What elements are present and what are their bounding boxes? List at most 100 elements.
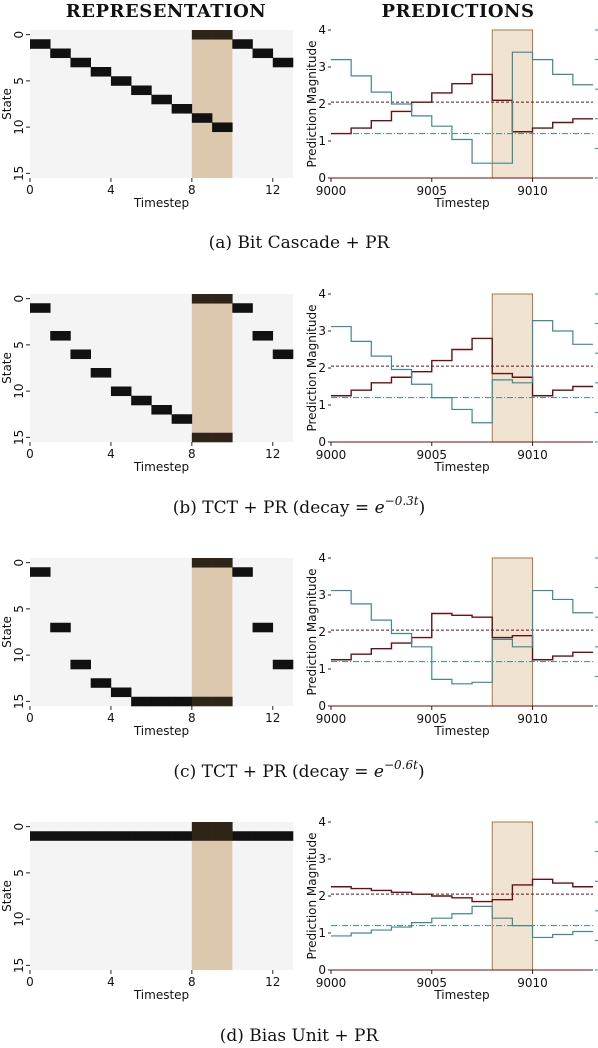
heatmap-xtick-label: 0 (26, 183, 34, 197)
heatmap-xtick-label: 4 (107, 447, 115, 461)
heatmap-active-cell (232, 831, 253, 841)
heatmap-band-cell (212, 822, 233, 832)
line-xtick-label: 9000 (316, 712, 347, 726)
heatmap-xtick-label: 12 (265, 711, 280, 725)
heatmap-xtick-label: 4 (107, 975, 115, 989)
heatmap-active-cell (110, 687, 132, 698)
left-ytick-label: 2 (318, 97, 326, 111)
prediction-series-line (331, 73, 593, 135)
left-ytick-label: 2 (318, 625, 326, 639)
line-xtick-label: 9005 (416, 448, 447, 462)
heatmap-ytick-label: 10 (12, 119, 26, 134)
heatmap-active-cell (151, 831, 172, 841)
row-a: 04812051015TimestepState0123402468109000… (0, 23, 598, 253)
heatmap-active-cell (50, 622, 71, 633)
heatmap-active-cell (272, 831, 294, 841)
heatmap-active-cell (272, 349, 294, 360)
heatmap-active-cell (191, 113, 213, 123)
row-c: 04812051015TimestepState0123402468109000… (0, 551, 598, 782)
heatmap-ytick-label: 10 (12, 911, 26, 926)
heatmap-active-cell (252, 622, 274, 633)
heatmap-highlight-band (191, 822, 233, 970)
line-xlabel: Timestep (433, 460, 489, 474)
row-d: 04812051015TimestepState0123402468109000… (0, 815, 598, 1046)
heatmap-active-cell (90, 67, 112, 77)
line-xlabel: Timestep (433, 988, 489, 1002)
error-series-line (331, 320, 593, 424)
heatmap-xtick-label: 12 (265, 447, 280, 461)
heatmap-d: 0 4 8 12 0 5 10 15 Timestep State (0, 822, 294, 1002)
heatmap-active-cell (151, 94, 172, 105)
caption-text: Bit Cascade + PR (237, 233, 390, 253)
heatmap-active-cell (30, 831, 51, 841)
caption-b: (b) TCT + PR (decay = e−0.3t) (173, 494, 426, 518)
caption-text: TCT + PR (decay = (202, 762, 374, 782)
heatmap-ytick-label: 0 (12, 295, 26, 303)
error-series-line (331, 905, 593, 939)
left-ytick-label: 2 (318, 361, 326, 375)
linechart-a: 012340246810900090059010TimestepPredicti… (305, 23, 598, 210)
heatmap-ytick-label: 5 (12, 77, 26, 85)
left-ytick-label: 0 (318, 435, 326, 449)
heatmap-xtick-label: 8 (188, 711, 196, 725)
heatmap-xlabel: Timestep (133, 196, 189, 210)
line-ylabel: Prediction Magnitude (305, 568, 319, 695)
heatmap-ytick-label: 15 (12, 166, 26, 181)
heatmap-band-cell (191, 822, 213, 832)
heatmap-active-cell (110, 386, 132, 397)
line-xtick-label: 9005 (416, 184, 447, 198)
heatmap-active-cell (232, 303, 253, 313)
heatmap-active-cell (70, 831, 91, 841)
heatmap-band-cell (212, 294, 233, 304)
error-series-line (331, 51, 593, 164)
caption-tag: (b) (173, 498, 203, 518)
heatmap-xtick-label: 12 (265, 183, 280, 197)
heatmap-active-cell (171, 831, 193, 841)
heatmap-background (30, 822, 293, 970)
header-representation: REPRESENTATION (66, 1, 266, 22)
heatmap-active-cell (171, 696, 193, 707)
heatmap-a: 0 4 8 12 0 5 10 15 Timestep State (0, 30, 294, 210)
caption-tag: (d) (220, 1026, 250, 1046)
heatmap-active-cell (252, 831, 274, 841)
heatmap-xtick-label: 8 (188, 447, 196, 461)
heatmap-ylabel: State (0, 616, 14, 648)
heatmap-active-cell (252, 48, 274, 59)
heatmap-band-cell (212, 30, 233, 40)
left-ytick-label: 0 (318, 963, 326, 977)
heatmap-active-cell (171, 104, 193, 114)
caption-d: (d) Bias Unit + PR (220, 1026, 380, 1046)
heatmap-ytick-label: 0 (12, 31, 26, 39)
heatmap-band-cell (212, 558, 233, 568)
caption-suffix: ) (418, 762, 425, 782)
heatmap-active-cell (272, 57, 294, 68)
line-ylabel: Prediction Magnitude (305, 832, 319, 959)
left-ytick-label: 4 (318, 815, 326, 829)
heatmap-xlabel: Timestep (133, 724, 189, 738)
heatmap-c: 0 4 8 12 0 5 10 15 Timestep State (0, 558, 294, 738)
left-ytick-label: 1 (318, 134, 326, 148)
line-xlabel: Timestep (433, 196, 489, 210)
heatmap-band-cell (191, 696, 213, 707)
caption-exp-base: e (374, 762, 384, 782)
heatmap-active-cell (171, 414, 193, 424)
heatmap-band-cell (191, 30, 213, 40)
heatmap-ytick-label: 5 (12, 605, 26, 613)
left-ytick-label: 1 (318, 662, 326, 676)
linechart-d: 012340246810900090059010TimestepPredicti… (305, 815, 598, 1002)
caption-exp-base: e (375, 498, 385, 518)
left-ytick-label: 2 (318, 889, 326, 903)
heatmap-band-cell (212, 696, 233, 707)
line-xtick-label: 9000 (316, 448, 347, 462)
heatmap-ylabel: State (0, 352, 14, 384)
header-predictions: PREDICTIONS (381, 1, 534, 22)
heatmap-xlabel: Timestep (133, 460, 189, 474)
heatmap-active-cell (50, 48, 71, 59)
line-xtick-label: 9010 (517, 184, 548, 198)
heatmap-active-cell (131, 395, 152, 406)
heatmap-band-cell (191, 294, 213, 304)
heatmap-xtick-label: 0 (26, 711, 34, 725)
heatmap-b: 0 4 8 12 0 5 10 15 Timestep State (0, 294, 294, 474)
heatmap-active-cell (90, 368, 112, 378)
